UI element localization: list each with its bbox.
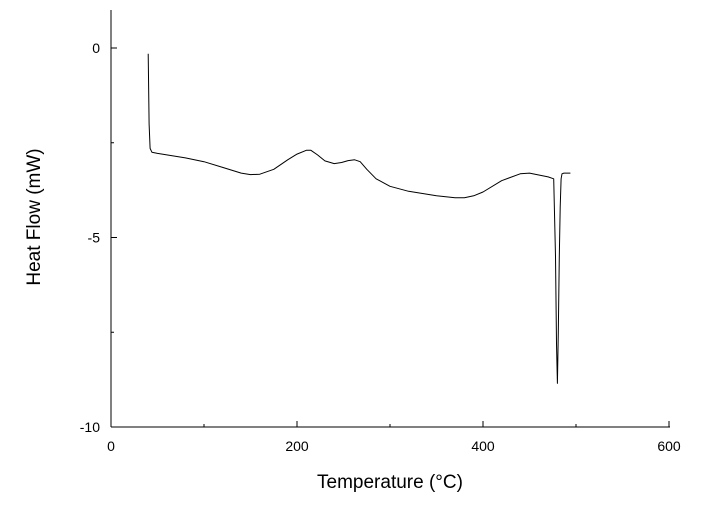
y-tick-label: 0 xyxy=(92,40,100,56)
x-tick-label: 200 xyxy=(285,438,309,454)
x-axis: 0 200 400 600 Temperature (°C) xyxy=(107,421,681,493)
x-axis-title: Temperature (°C) xyxy=(317,472,463,493)
x-tick-label: 0 xyxy=(107,438,115,454)
y-tick-label: -5 xyxy=(88,230,101,246)
y-axis: 0 -5 -10 Heat Flow (mW) xyxy=(24,10,117,435)
y-axis-title: Heat Flow (mW) xyxy=(24,148,45,285)
x-tick-label: 600 xyxy=(657,438,681,454)
y-tick-label: -10 xyxy=(80,419,100,435)
heat-flow-line xyxy=(147,53,571,384)
x-tick-label: 400 xyxy=(471,438,495,454)
